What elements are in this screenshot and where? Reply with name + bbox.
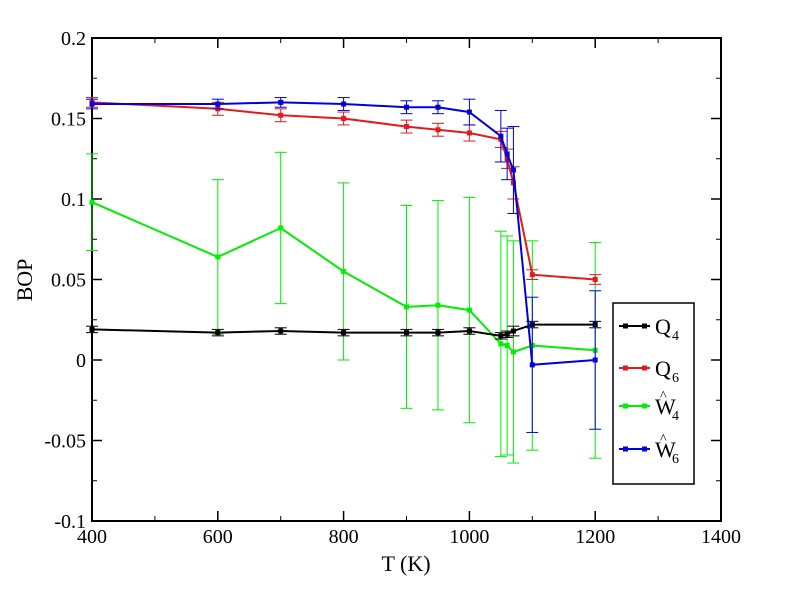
legend-marker: [623, 403, 628, 409]
x-axis-label: T (K): [381, 551, 430, 576]
data-point-W4: [498, 341, 504, 347]
y-tick-label: 0.2: [61, 28, 86, 50]
legend-label-subscript: 4: [672, 409, 679, 424]
x-tick-label: 600: [203, 526, 233, 548]
legend-label-subscript: 6: [672, 371, 679, 386]
legend-label-hat: ^: [660, 432, 667, 447]
data-point-W6: [510, 167, 516, 173]
data-point-W6: [89, 101, 95, 107]
series-Q4: [86, 320, 602, 340]
plot-series: [86, 97, 602, 464]
data-point-Q4: [466, 328, 472, 334]
y-tick-label: -0.05: [44, 431, 86, 453]
y-axis-label: BOP: [12, 259, 37, 302]
y-axis-ticks: -0.1 -0.05 0 0.05 0.1 0.15 0.2: [44, 28, 721, 533]
data-point-Q4: [504, 331, 510, 337]
legend-label-subscript: 4: [672, 329, 679, 344]
x-axis-ticks: 400 600 800 1000 1200 1400: [77, 38, 741, 548]
x-tick-label: 1200: [575, 526, 615, 548]
legend-marker: [623, 446, 628, 452]
x-tick-label: 1000: [449, 526, 489, 548]
legend-box: [612, 302, 695, 485]
data-point-W4: [510, 349, 516, 355]
data-point-W6: [498, 133, 504, 139]
legend-item-W4: W4 ^: [619, 389, 679, 424]
y-tick-label: 0: [76, 350, 86, 372]
data-point-Q4: [498, 333, 504, 339]
data-point-Q6: [435, 127, 441, 133]
data-point-Q6: [404, 124, 409, 130]
data-point-Q4: [341, 330, 347, 336]
data-point-Q4: [278, 328, 284, 334]
legend-label: Q: [655, 314, 671, 339]
data-point-Q4: [89, 326, 95, 332]
data-point-W6: [592, 357, 598, 363]
legend-item-W6: W6 ^: [619, 432, 679, 467]
data-point-W4: [435, 302, 441, 308]
data-point-Q6: [592, 277, 598, 282]
legend-label: W: [655, 394, 676, 419]
data-point-W6: [529, 362, 535, 368]
data-point-Q4: [215, 330, 221, 336]
x-tick-label: 400: [77, 526, 107, 548]
line-W6: [92, 101, 596, 366]
data-point-W4: [404, 304, 409, 310]
legend-marker: [623, 323, 628, 329]
y-tick-label: 0.05: [51, 270, 86, 292]
legend-marker: [623, 365, 628, 371]
series-W6: [86, 97, 602, 433]
line-W4: [91, 201, 596, 354]
legend-label: Q: [655, 356, 671, 381]
legend-marker: [642, 403, 647, 409]
data-point-W4: [466, 307, 472, 313]
legend-marker: [642, 365, 647, 371]
x-tick-label: 800: [329, 526, 359, 548]
data-point-W6: [466, 109, 472, 115]
data-point-Q4: [510, 328, 516, 334]
data-point-W4: [215, 254, 221, 260]
data-point-W6: [504, 151, 510, 157]
data-point-Q4: [435, 330, 441, 336]
data-point-W4: [504, 343, 510, 349]
legend-label: W: [655, 437, 676, 462]
y-tick-label: 0.1: [61, 189, 86, 211]
legend-marker: [642, 446, 647, 452]
data-point-W6: [278, 99, 284, 105]
data-point-W4: [89, 199, 95, 205]
legend-marker: [642, 323, 647, 329]
y-tick-label: -0.1: [54, 511, 86, 533]
legend-label-hat: ^: [660, 389, 667, 404]
data-point-W6: [215, 101, 221, 107]
data-point-W4: [341, 268, 347, 274]
data-point-Q6: [341, 116, 347, 121]
legend-items: Q 4Q 6W4^W6^: [619, 314, 679, 467]
data-point-Q4: [404, 330, 409, 336]
data-point-W6: [404, 104, 409, 110]
x-tick-label: 1400: [701, 526, 741, 548]
data-point-Q6: [466, 130, 472, 136]
data-point-W4: [278, 225, 284, 231]
legend: Q 4Q 6W4^W6^: [612, 302, 695, 485]
data-point-W6: [435, 104, 441, 110]
legend-label-subscript: 6: [672, 452, 679, 467]
y-tick-label: 0.15: [51, 109, 86, 131]
data-point-Q6: [529, 272, 535, 278]
data-point-Q6: [278, 112, 284, 118]
line-Q4: [91, 323, 596, 337]
data-point-W6: [341, 101, 347, 107]
